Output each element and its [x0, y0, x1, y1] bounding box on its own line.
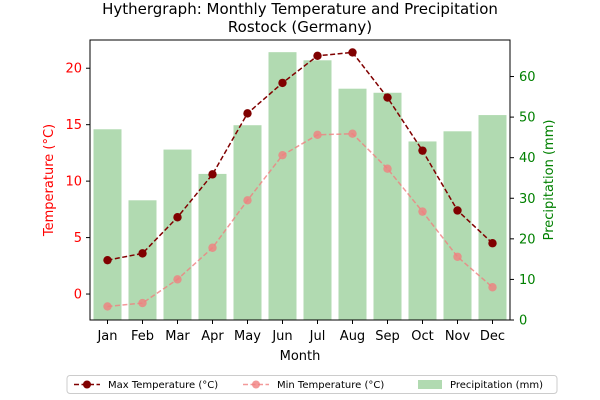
max-temp-point [418, 146, 427, 155]
min-temp-point [173, 275, 182, 284]
y2-tick-label: 30 [519, 192, 536, 207]
x-tick-label: Oct [411, 329, 433, 344]
y2-tick-label: 60 [519, 70, 536, 85]
min-temp-legend-label: Min Temperature (°C) [277, 380, 384, 391]
precip-bar [163, 149, 192, 320]
min-temp-point [138, 298, 147, 308]
min-temp-point [488, 283, 497, 292]
min-temp-point [418, 207, 427, 216]
min-temp-point [243, 196, 252, 205]
precip-bar [373, 92, 402, 320]
min-temp-point [208, 243, 217, 252]
max-temp-point [138, 249, 147, 258]
max-temp-point [383, 93, 392, 102]
y-axis-label: Temperature (°C) [42, 124, 57, 237]
precip-legend-label: Precipitation (mm) [450, 380, 543, 391]
chart-subtitle: Rostock (Germany) [228, 18, 372, 36]
max-temp-point [208, 170, 217, 179]
x-axis-label: Month [280, 349, 321, 364]
precip-bar [93, 129, 122, 320]
y-tick-label: 20 [65, 62, 82, 77]
axes: Jan Feb Mar Apr May Jun Jul Aug Sep Oct Nov Dec 0 5 10… [65, 62, 535, 344]
max-temp-point [173, 213, 182, 222]
precip-bar [268, 52, 297, 320]
max-temp-point [453, 206, 462, 215]
y-tick-label: 10 [65, 175, 82, 190]
min-temp-point [453, 252, 462, 261]
y2-tick-label: 20 [519, 232, 536, 247]
min-temp-point [348, 129, 357, 138]
min-temp-line [107, 132, 493, 308]
max-temp-legend-marker [83, 380, 91, 389]
y2-tick-label: 50 [519, 111, 536, 126]
precip-bar [443, 131, 472, 320]
precip-bar [408, 141, 437, 320]
precip-bar [303, 60, 332, 320]
precip-legend-swatch [418, 380, 442, 389]
temperature-lines [103, 48, 497, 311]
x-tick-label: Jan [96, 329, 117, 344]
precip-bar [233, 125, 262, 320]
max-temp-point [488, 239, 497, 248]
x-tick-label: Jul [309, 329, 326, 344]
x-tick-label: Mar [165, 329, 190, 344]
precip-bar [338, 88, 367, 321]
y-tick-label: 0 [74, 288, 82, 303]
x-tick-label: May [234, 329, 261, 344]
max-temp-point [243, 109, 252, 118]
plot-frame [89, 39, 511, 321]
x-tick-label: Jun [271, 329, 292, 344]
precipitation-bars [93, 52, 507, 321]
min-temp-point [383, 164, 392, 173]
y-tick-label: 15 [65, 118, 82, 133]
y2-axis-label: Precipitation (mm) [542, 120, 557, 241]
min-temp-point [103, 302, 112, 311]
min-temp-point [278, 150, 287, 160]
min-temp-point [313, 130, 322, 140]
y-tick-label: 5 [74, 231, 82, 246]
max-temp-line [107, 51, 494, 261]
chart-title: Hythergraph: Monthly Temperature and Pre… [102, 0, 498, 18]
y2-tick-label: 10 [519, 273, 536, 288]
x-tick-label: Aug [340, 329, 365, 344]
min-temp-legend-marker [252, 380, 260, 389]
max-temp-legend-label: Max Temperature (°C) [108, 380, 218, 391]
y2-tick-label: 0 [519, 314, 527, 329]
x-tick-label: Nov [445, 329, 471, 344]
max-temp-point [313, 51, 322, 61]
max-temp-point [348, 48, 357, 57]
max-temp-point [278, 78, 287, 88]
x-tick-label: Dec [480, 329, 505, 344]
legend: Max Temperature (°C) Min Temperature (°C)… [66, 375, 558, 394]
x-tick-label: Apr [201, 329, 224, 344]
max-temp-point [103, 255, 112, 265]
x-tick-label: Sep [375, 329, 400, 344]
x-tick-label: Feb [131, 329, 154, 344]
y2-tick-label: 40 [519, 151, 536, 166]
